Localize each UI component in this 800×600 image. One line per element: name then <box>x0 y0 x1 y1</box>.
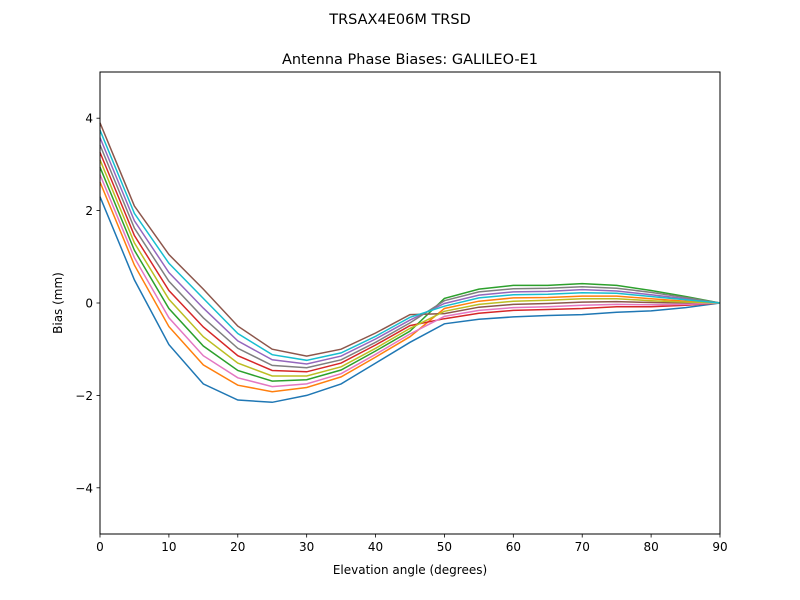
x-tick-label: 60 <box>506 540 521 554</box>
x-tick-label: 90 <box>712 540 727 554</box>
series-line-4 <box>99 137 721 365</box>
series-line-3 <box>99 152 721 373</box>
series-line-2 <box>99 166 721 382</box>
series-line-9 <box>99 129 721 362</box>
series-lines <box>99 122 721 404</box>
figure-suptitle: TRSAX4E06M TRSD <box>328 12 471 28</box>
series-line-7 <box>99 144 721 369</box>
y-tick-label: 2 <box>85 204 93 218</box>
chart-title: Antenna Phase Biases: GALILEO-E1 <box>282 52 538 68</box>
axes-frame <box>99 71 721 535</box>
series-line-5 <box>99 122 720 357</box>
y-tick-label: −4 <box>75 481 93 495</box>
x-tick-label: 50 <box>437 540 452 554</box>
series-line-8 <box>99 159 721 377</box>
y-tick-label: 4 <box>85 112 93 126</box>
x-tick-label: 80 <box>643 540 658 554</box>
y-axis-label: Bias (mm) <box>51 272 65 334</box>
series-line-1 <box>99 181 721 393</box>
x-tick-label: 40 <box>368 540 383 554</box>
x-tick-label: 0 <box>96 540 104 554</box>
y-tick-label: −2 <box>75 389 93 403</box>
x-tick-label: 70 <box>575 540 590 554</box>
x-axis-ticks: 0 10 20 30 40 50 60 70 80 90 <box>96 534 728 554</box>
y-tick-label: 0 <box>85 297 93 311</box>
x-tick-label: 20 <box>230 540 245 554</box>
series-line-6 <box>99 174 721 388</box>
x-tick-label: 10 <box>161 540 176 554</box>
y-axis-ticks: −4 −2 0 2 4 <box>75 112 100 495</box>
x-axis-label: Elevation angle (degrees) <box>333 563 487 577</box>
series-line-0 <box>99 196 721 404</box>
x-tick-label: 30 <box>299 540 314 554</box>
